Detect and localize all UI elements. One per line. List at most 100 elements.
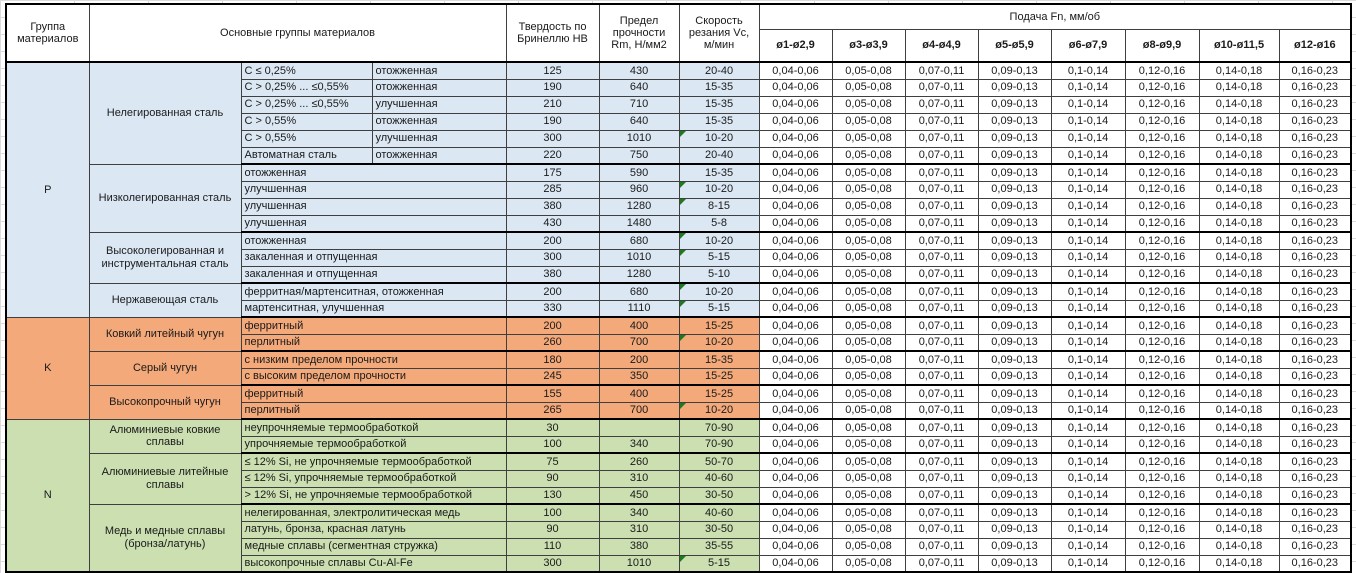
feed-cell[interactable]: 0,07-0,11 bbox=[904, 452, 979, 471]
speed-cell[interactable]: 40-60 bbox=[678, 503, 760, 522]
feed-cell[interactable]: 0,12-0,16 bbox=[1124, 350, 1200, 369]
condition-cell[interactable]: отожженная bbox=[240, 231, 507, 250]
condition-cell[interactable]: закаленная и отпущенная bbox=[240, 265, 507, 284]
feed-cell[interactable]: 0,04-0,06 bbox=[758, 520, 833, 539]
speed-cell[interactable]: 70-90 bbox=[678, 435, 760, 454]
feed-cell[interactable]: 0,1-0,14 bbox=[1050, 112, 1126, 131]
feed-cell[interactable]: 0,07-0,11 bbox=[904, 282, 979, 301]
feed-cell[interactable]: 0,1-0,14 bbox=[1050, 384, 1126, 403]
feed-cell[interactable]: 0,16-0,23 bbox=[1278, 231, 1352, 250]
feed-cell[interactable]: 0,07-0,11 bbox=[904, 61, 979, 80]
speed-cell[interactable]: 15-35 bbox=[678, 112, 760, 131]
feed-cell[interactable]: 0,09-0,13 bbox=[977, 316, 1052, 335]
speed-cell[interactable]: 40-60 bbox=[678, 469, 760, 488]
feed-cell[interactable]: 0,1-0,14 bbox=[1050, 350, 1126, 369]
feed-cell[interactable]: 0,09-0,13 bbox=[977, 384, 1052, 403]
hardness-cell[interactable]: 100 bbox=[505, 503, 600, 522]
feed-cell[interactable]: 0,1-0,14 bbox=[1050, 333, 1126, 352]
feed-cell[interactable]: 0,09-0,13 bbox=[977, 282, 1052, 301]
feed-cell[interactable]: 0,14-0,18 bbox=[1198, 520, 1280, 539]
condition-cell[interactable]: закаленная и отпущенная bbox=[240, 248, 507, 267]
material-subgroup-cell[interactable]: Ковкий литейный чугун bbox=[88, 316, 242, 352]
feed-cell[interactable]: 0,04-0,06 bbox=[758, 554, 833, 573]
feed-cell[interactable]: 0,12-0,16 bbox=[1124, 61, 1200, 80]
feed-cell[interactable]: 0,12-0,16 bbox=[1124, 197, 1200, 216]
feed-cell[interactable]: 0,09-0,13 bbox=[977, 180, 1052, 199]
speed-cell[interactable]: 5-8 bbox=[678, 214, 760, 233]
speed-cell[interactable]: 20-40 bbox=[678, 61, 760, 80]
feed-cell[interactable]: 0,04-0,06 bbox=[758, 61, 833, 80]
header-main-groups[interactable]: Основные группы материалов bbox=[88, 3, 507, 63]
feed-cell[interactable]: 0,12-0,16 bbox=[1124, 486, 1200, 505]
feed-cell[interactable]: 0,09-0,13 bbox=[977, 367, 1052, 386]
feed-cell[interactable]: 0,09-0,13 bbox=[977, 265, 1052, 284]
feed-cell[interactable]: 0,1-0,14 bbox=[1050, 146, 1126, 165]
feed-cell[interactable]: 0,07-0,11 bbox=[904, 316, 979, 335]
strength-cell[interactable]: 1010 bbox=[598, 248, 680, 267]
feed-cell[interactable]: 0,16-0,23 bbox=[1278, 554, 1352, 573]
speed-cell[interactable]: 50-70 bbox=[678, 452, 760, 471]
speed-cell[interactable]: 15-35 bbox=[678, 350, 760, 369]
condition-cell[interactable]: ферритный bbox=[240, 316, 507, 335]
feed-cell[interactable]: 0,09-0,13 bbox=[977, 452, 1052, 471]
feed-cell[interactable]: 0,04-0,06 bbox=[758, 197, 833, 216]
feed-cell[interactable]: 0,1-0,14 bbox=[1050, 299, 1126, 318]
feed-cell[interactable]: 0,16-0,23 bbox=[1278, 282, 1352, 301]
feed-cell[interactable]: 0,07-0,11 bbox=[904, 248, 979, 267]
condition-cell[interactable]: C > 0,25% ... ≤0,55% bbox=[240, 95, 373, 114]
feed-cell[interactable]: 0,07-0,11 bbox=[904, 537, 979, 556]
feed-cell[interactable]: 0,07-0,11 bbox=[904, 333, 979, 352]
speed-cell[interactable]: 70-90 bbox=[678, 418, 760, 437]
feed-cell[interactable]: 0,14-0,18 bbox=[1198, 214, 1280, 233]
hardness-cell[interactable]: 285 bbox=[505, 180, 600, 199]
feed-cell[interactable]: 0,09-0,13 bbox=[977, 112, 1052, 131]
feed-cell[interactable]: 0,14-0,18 bbox=[1198, 112, 1280, 131]
feed-cell[interactable]: 0,14-0,18 bbox=[1198, 316, 1280, 335]
feed-cell[interactable]: 0,05-0,08 bbox=[831, 112, 906, 131]
feed-cell[interactable]: 0,07-0,11 bbox=[904, 401, 979, 420]
feed-cell[interactable]: 0,07-0,11 bbox=[904, 265, 979, 284]
hardness-cell[interactable]: 130 bbox=[505, 486, 600, 505]
hardness-cell[interactable]: 75 bbox=[505, 452, 600, 471]
hardness-cell[interactable]: 300 bbox=[505, 248, 600, 267]
condition-cell[interactable]: перлитный bbox=[240, 401, 507, 420]
feed-cell[interactable]: 0,14-0,18 bbox=[1198, 333, 1280, 352]
feed-cell[interactable]: 0,14-0,18 bbox=[1198, 61, 1280, 80]
feed-cell[interactable]: 0,07-0,11 bbox=[904, 469, 979, 488]
hardness-cell[interactable]: 30 bbox=[505, 418, 600, 437]
treatment-cell[interactable]: отожженная bbox=[371, 78, 507, 97]
hardness-cell[interactable]: 90 bbox=[505, 469, 600, 488]
feed-cell[interactable]: 0,16-0,23 bbox=[1278, 469, 1352, 488]
feed-cell[interactable]: 0,05-0,08 bbox=[831, 197, 906, 216]
feed-cell[interactable]: 0,1-0,14 bbox=[1050, 435, 1126, 454]
feed-cell[interactable]: 0,16-0,23 bbox=[1278, 350, 1352, 369]
feed-cell[interactable]: 0,07-0,11 bbox=[904, 503, 979, 522]
feed-cell[interactable]: 0,1-0,14 bbox=[1050, 316, 1126, 335]
feed-cell[interactable]: 0,1-0,14 bbox=[1050, 503, 1126, 522]
feed-cell[interactable]: 0,12-0,16 bbox=[1124, 418, 1200, 437]
condition-cell[interactable]: перлитный bbox=[240, 333, 507, 352]
feed-cell[interactable]: 0,12-0,16 bbox=[1124, 299, 1200, 318]
feed-cell[interactable]: 0,12-0,16 bbox=[1124, 282, 1200, 301]
feed-cell[interactable]: 0,14-0,18 bbox=[1198, 537, 1280, 556]
feed-cell[interactable]: 0,05-0,08 bbox=[831, 435, 906, 454]
feed-cell[interactable]: 0,16-0,23 bbox=[1278, 418, 1352, 437]
material-subgroup-cell[interactable]: Серый чугун bbox=[88, 350, 242, 386]
feed-cell[interactable]: 0,16-0,23 bbox=[1278, 486, 1352, 505]
feed-cell[interactable]: 0,14-0,18 bbox=[1198, 469, 1280, 488]
feed-cell[interactable]: 0,12-0,16 bbox=[1124, 163, 1200, 182]
condition-cell[interactable]: ферритный bbox=[240, 384, 507, 403]
feed-cell[interactable]: 0,1-0,14 bbox=[1050, 95, 1126, 114]
strength-cell[interactable]: 430 bbox=[598, 61, 680, 80]
treatment-cell[interactable]: улучшенная bbox=[371, 95, 507, 114]
feed-cell[interactable]: 0,14-0,18 bbox=[1198, 554, 1280, 573]
material-subgroup-cell[interactable]: Алюминиевые литейные сплавы bbox=[88, 452, 242, 505]
feed-cell[interactable]: 0,12-0,16 bbox=[1124, 146, 1200, 165]
feed-cell[interactable]: 0,05-0,08 bbox=[831, 163, 906, 182]
feed-cell[interactable]: 0,1-0,14 bbox=[1050, 418, 1126, 437]
feed-cell[interactable]: 0,04-0,06 bbox=[758, 180, 833, 199]
feed-cell[interactable]: 0,07-0,11 bbox=[904, 554, 979, 573]
speed-cell[interactable]: 35-55 bbox=[678, 537, 760, 556]
feed-cell[interactable]: 0,09-0,13 bbox=[977, 214, 1052, 233]
feed-cell[interactable]: 0,12-0,16 bbox=[1124, 112, 1200, 131]
